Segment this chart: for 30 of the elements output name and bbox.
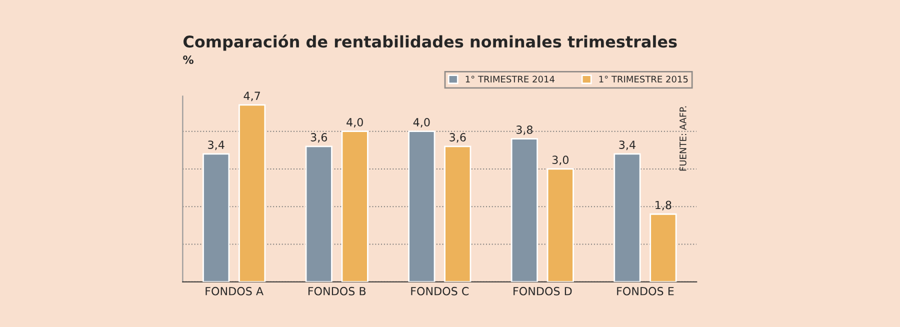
x-tick-label: FONDOS C: [411, 286, 469, 296]
bar: [305, 146, 332, 282]
data-label: 3,4: [619, 140, 636, 150]
bar: [341, 130, 368, 282]
data-label: 1,8: [656, 200, 672, 210]
data-label: 3,8: [516, 126, 533, 136]
x-tick-label: FONDOS E: [617, 286, 674, 296]
bar: [238, 104, 266, 282]
legend-label: 1° TRIMESTRE 2014: [466, 76, 554, 83]
bar: [546, 168, 574, 282]
chart-title: Comparación de rentabilidades nominales trimestrales: [183, 34, 677, 51]
annotation: FUENTE: AAFP.: [680, 106, 686, 171]
chart-subtitle: %: [183, 56, 194, 64]
bar: [408, 130, 436, 282]
bar: [510, 138, 538, 282]
data-label: 3,4: [208, 140, 224, 150]
legend-label: 1° TRIMESTRE 2015: [599, 76, 688, 83]
data-label: 4,0: [413, 118, 430, 128]
data-label: 3,6: [450, 133, 466, 143]
data-label: 4,7: [244, 92, 260, 102]
x-tick-label: FONDOS D: [514, 286, 572, 296]
bar: [444, 146, 472, 282]
x-tick-label: FONDOS B: [308, 286, 366, 296]
bar: [650, 213, 677, 282]
data-label: 3,0: [552, 156, 569, 166]
bar: [202, 153, 230, 282]
data-label: 4,0: [346, 118, 363, 128]
data-label: 3,6: [310, 133, 328, 143]
x-tick-label: FONDOS A: [206, 286, 264, 296]
bar: [614, 153, 641, 282]
